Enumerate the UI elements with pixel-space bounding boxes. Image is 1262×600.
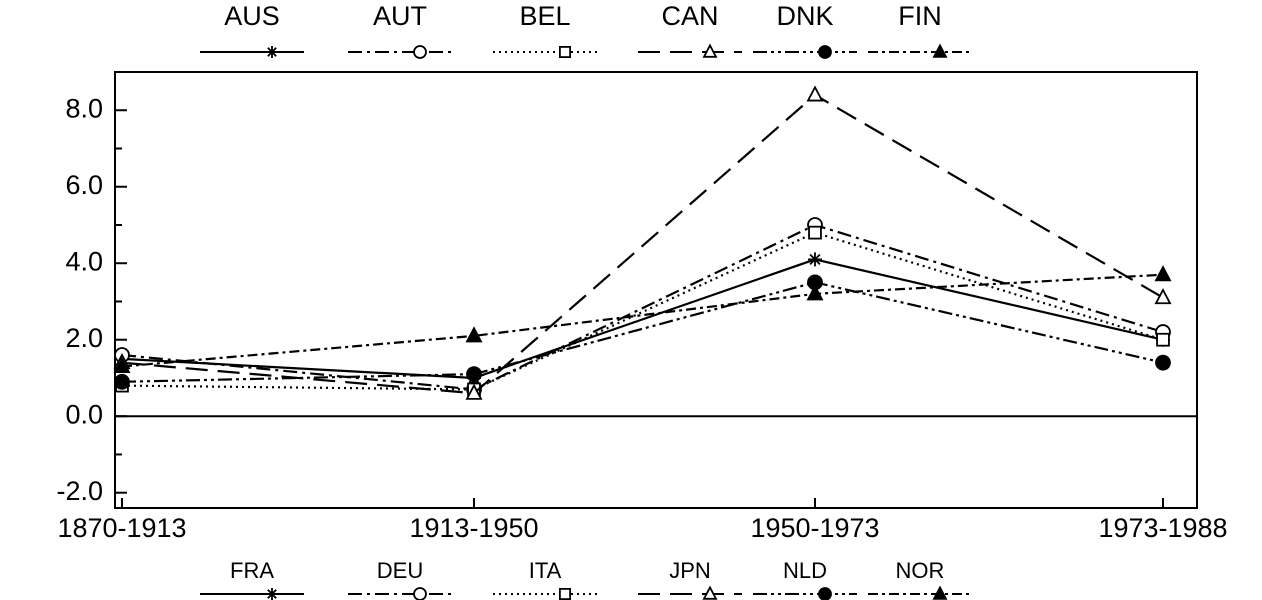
legend-label: FRA	[230, 558, 274, 583]
marker	[413, 45, 427, 59]
marker	[559, 588, 572, 600]
marker	[1156, 332, 1170, 347]
marker	[413, 587, 427, 600]
marker	[266, 46, 278, 58]
marker	[1154, 288, 1172, 305]
legend-label: BEL	[519, 1, 570, 31]
plot-frame	[114, 71, 1198, 509]
marker	[818, 587, 832, 600]
series-line	[121, 231, 1164, 391]
y-tick-label: 2.0	[65, 323, 103, 353]
y-tick-label: 0.0	[65, 399, 103, 429]
marker	[702, 43, 718, 58]
x-tick-label: 1950-1973	[750, 513, 879, 543]
marker	[266, 588, 278, 600]
series-line	[121, 273, 1164, 368]
legend-label: NLD	[783, 558, 827, 583]
x-tick-label: 1870-1913	[57, 513, 186, 543]
series-line	[121, 281, 1164, 383]
marker	[932, 585, 948, 600]
legend-label: FIN	[898, 1, 942, 31]
legend-label: JPN	[669, 558, 711, 583]
marker	[818, 45, 832, 59]
legend-label: ITA	[529, 558, 562, 583]
x-tick-label: 1973-1988	[1098, 513, 1227, 543]
legend-label: CAN	[661, 1, 718, 31]
marker	[466, 366, 482, 383]
marker	[465, 326, 483, 343]
marker	[932, 43, 948, 58]
legend-label: DNK	[776, 1, 833, 31]
legend-label: AUS	[224, 1, 280, 31]
legend-label: NOR	[896, 558, 945, 583]
marker	[808, 225, 822, 240]
marker	[806, 284, 824, 301]
marker	[808, 252, 822, 267]
legend-label: AUT	[373, 1, 427, 31]
marker	[465, 383, 483, 400]
marker	[113, 356, 131, 373]
marker	[806, 85, 824, 102]
y-tick-label: 8.0	[65, 93, 103, 123]
marker	[559, 46, 572, 59]
x-tick-label: 1913-1950	[409, 513, 538, 543]
marker	[114, 373, 130, 390]
marker	[1155, 354, 1171, 371]
marker	[702, 585, 718, 600]
legend-label: DEU	[377, 558, 423, 583]
y-tick-label: 4.0	[65, 246, 103, 276]
marker	[1154, 265, 1172, 282]
y-tick-label: -2.0	[56, 476, 103, 506]
series-line	[121, 223, 1164, 391]
series-line	[121, 258, 1164, 380]
series-line	[121, 93, 1164, 395]
y-tick-label: 6.0	[65, 170, 103, 200]
